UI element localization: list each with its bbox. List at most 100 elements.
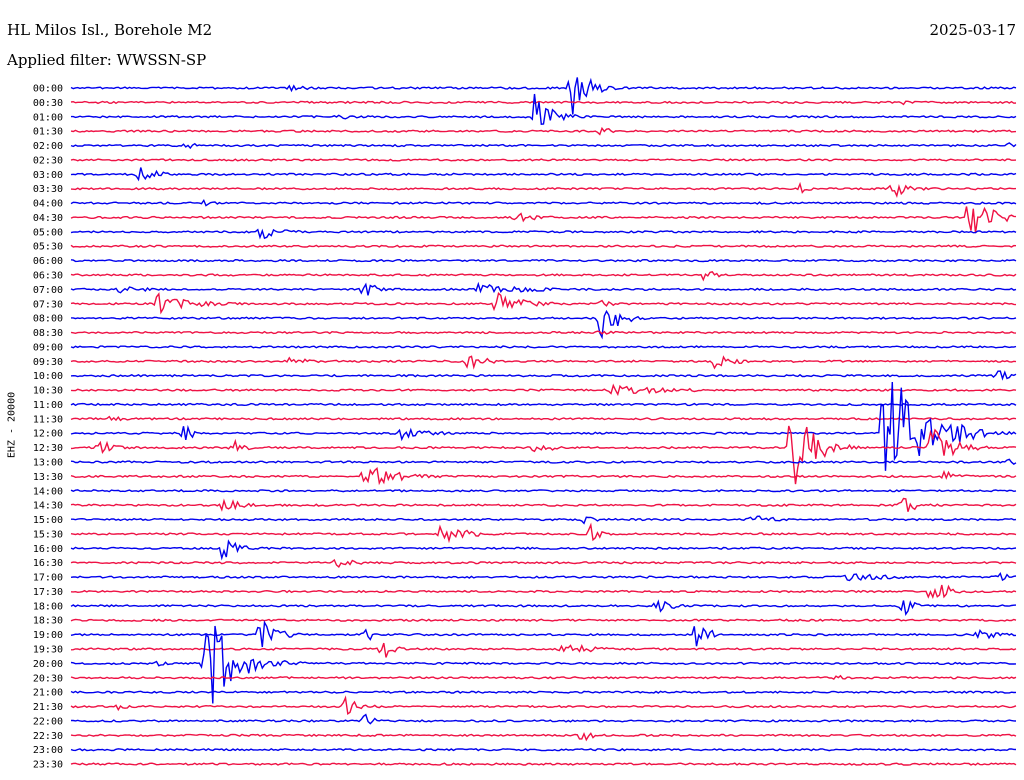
row-time-label: 09:00	[33, 342, 63, 353]
row-time-label: 02:30	[33, 155, 63, 166]
row-time-label: 19:00	[33, 630, 63, 641]
row-time-label: 22:30	[33, 731, 63, 742]
trace-line	[70, 522, 1017, 544]
trace-line	[71, 515, 1017, 525]
row-time-label: 08:00	[33, 314, 63, 325]
trace-line	[70, 77, 1017, 115]
row-time-label: 15:30	[33, 529, 63, 540]
trace-line	[70, 370, 1017, 381]
row-time-label: 08:30	[33, 328, 63, 339]
row-time-label: 18:30	[33, 616, 63, 627]
row-time-label: 23:00	[33, 745, 63, 756]
row-time-label: 14:30	[33, 501, 63, 512]
row-time-label: 17:00	[33, 573, 63, 584]
row-time-label: 03:00	[33, 170, 63, 181]
station-title: HL Milos Isl., Borehole M2	[7, 21, 213, 39]
trace-line	[70, 642, 1017, 658]
row-time-label: 06:00	[33, 256, 63, 267]
trace-line	[71, 93, 1017, 125]
row-time-label: 17:30	[33, 587, 63, 598]
row-time-label: 01:30	[33, 127, 63, 138]
row-time-label: 03:30	[33, 184, 63, 195]
trace-line	[70, 762, 1017, 766]
row-time-label: 09:30	[33, 357, 63, 368]
trace-line	[70, 355, 1017, 370]
row-time-label: 04:00	[33, 199, 63, 210]
row-time-label: 23:30	[33, 760, 63, 771]
trace-line	[70, 126, 1017, 136]
row-time-label: 20:30	[33, 673, 63, 684]
trace-line	[70, 181, 1017, 198]
trace-line	[70, 539, 1017, 561]
row-time-label: 10:30	[33, 386, 63, 397]
row-time-label: 18:00	[33, 601, 63, 612]
row-time-label: 11:30	[33, 414, 63, 425]
trace-line	[70, 402, 1017, 407]
row-time-label: 21:00	[33, 688, 63, 699]
row-time-label: 13:30	[33, 472, 63, 483]
trace-line	[70, 100, 1017, 106]
row-time-label: 02:00	[33, 141, 63, 152]
record-date: 2025-03-17	[929, 21, 1016, 39]
row-time-label: 22:00	[33, 716, 63, 727]
trace-line	[70, 206, 1017, 234]
trace-line	[70, 415, 1017, 422]
row-time-label: 04:30	[33, 213, 63, 224]
trace-line	[70, 695, 1017, 716]
row-time-label: 16:30	[33, 558, 63, 569]
trace-line	[70, 690, 1017, 694]
trace-line	[70, 383, 1017, 397]
row-time-label: 12:30	[33, 443, 63, 454]
row-time-label: 01:00	[33, 112, 63, 123]
trace-line	[70, 620, 1017, 648]
trace-line	[70, 244, 1017, 248]
trace-line	[71, 713, 1017, 725]
row-time-label: 21:30	[33, 702, 63, 713]
row-time-label: 19:30	[33, 645, 63, 656]
trace-line	[70, 558, 1017, 568]
trace-line	[70, 497, 1017, 512]
row-time-label: 05:00	[33, 227, 63, 238]
row-time-label: 10:00	[33, 371, 63, 382]
trace-line	[70, 747, 1017, 752]
row-time-label: 00:00	[33, 84, 63, 95]
trace-line	[70, 584, 1017, 599]
trace-line	[70, 281, 1017, 296]
trace-line	[70, 599, 1017, 617]
trace-line	[70, 291, 1017, 315]
row-time-label: 14:00	[33, 486, 63, 497]
trace-line	[70, 198, 1017, 207]
trace-line	[70, 425, 1017, 485]
row-time-label: 00:30	[33, 98, 63, 109]
trace-line	[70, 167, 1017, 182]
trace-line	[70, 158, 1017, 162]
row-time-label: 05:30	[33, 242, 63, 253]
trace-line	[70, 674, 1017, 680]
trace-line	[70, 572, 1017, 582]
trace-line	[70, 345, 1017, 349]
trace-line	[70, 330, 1017, 335]
row-time-label: 06:30	[33, 271, 63, 282]
filter-label: Applied filter: WWSSN-SP	[7, 51, 207, 69]
trace-line	[70, 489, 1017, 493]
trace-line	[70, 458, 1017, 465]
trace-line	[70, 142, 1017, 150]
trace-line	[70, 258, 1017, 263]
row-time-label: 20:00	[33, 659, 63, 670]
row-time-label: 07:00	[33, 285, 63, 296]
trace-line	[70, 381, 1017, 471]
row-time-label: 11:00	[33, 400, 63, 411]
trace-line	[70, 618, 1017, 622]
row-time-label: 12:00	[33, 429, 63, 440]
trace-line	[70, 228, 1017, 240]
trace-line	[70, 271, 1017, 282]
trace-line	[70, 467, 1017, 486]
row-time-label: 15:00	[33, 515, 63, 526]
trace-line	[70, 731, 1017, 742]
row-time-label: 13:00	[33, 458, 63, 469]
row-time-label: 07:30	[33, 299, 63, 310]
trace-line	[71, 309, 1017, 340]
trace-line	[70, 625, 1017, 704]
row-time-label: 16:00	[33, 544, 63, 555]
